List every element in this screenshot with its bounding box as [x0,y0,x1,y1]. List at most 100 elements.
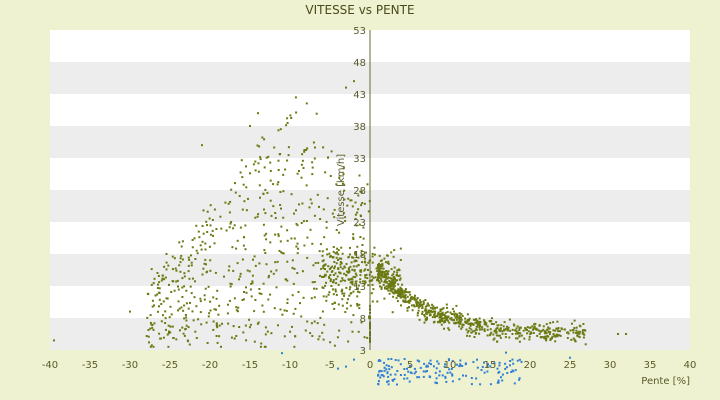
point-green [379,265,382,268]
point-blue [383,369,386,372]
point-green [322,276,325,278]
point-green [520,334,523,337]
point-blue [445,380,448,383]
point-green [456,313,459,316]
point-green [554,329,557,332]
point-green [416,312,419,314]
point-green [478,326,481,329]
point-green [552,333,555,335]
point-green [431,316,434,319]
point-blue [408,380,411,383]
point-green [486,325,489,328]
point-green [188,343,191,346]
point-green [339,266,342,269]
point-green [476,319,479,322]
point-green [263,208,265,211]
point-green [158,281,161,284]
point-green [160,279,163,282]
point-green [290,117,293,119]
point-green [177,285,179,288]
point-green [243,291,245,293]
point-green [387,283,390,286]
point-green [308,206,311,209]
point-green [377,271,380,274]
point-blue [516,359,519,362]
point-green [519,332,522,335]
point-green [359,278,362,281]
point-green [172,280,175,283]
point-green [399,286,402,289]
point-green [489,333,492,336]
point-green [548,333,551,336]
point-green [305,102,308,105]
point-green [357,330,360,333]
point-green [382,284,385,286]
point-blue [416,376,419,379]
point-green [516,325,519,328]
point-blue [520,360,523,363]
point-green [364,257,367,260]
point-green [338,231,341,234]
point-green [205,271,208,274]
point-green [379,271,382,274]
point-green [342,167,345,170]
point-green [425,311,428,314]
point-green [442,313,445,316]
point-green [470,328,473,331]
point-green [365,264,368,267]
point-green [387,262,390,265]
point-green [286,239,289,242]
point-green [380,280,383,283]
point-green [147,293,150,296]
point-green [336,275,339,278]
point-green [554,340,557,343]
point-green [305,184,308,187]
point-green [321,286,324,289]
point-green [254,264,257,267]
point-blue [396,370,399,372]
point-green [206,210,209,213]
point-green [334,290,337,293]
point-green [267,276,270,279]
point-green [551,337,553,340]
point-green [509,329,512,332]
y-tick-label: 38 [353,122,366,133]
point-green [495,331,498,334]
point-green [328,291,331,294]
point-green [337,249,340,252]
point-blue [345,365,347,368]
point-green [354,280,357,283]
point-green [390,251,393,254]
point-green [209,269,212,272]
point-green [415,300,418,303]
point-green [167,345,170,348]
point-green [284,278,287,281]
y-tick-label: 3 [360,346,366,357]
point-green [256,144,259,147]
point-green [303,150,306,153]
point-green [391,311,394,314]
point-green [234,191,237,194]
point-green [258,292,261,295]
point-green [221,322,223,325]
point-green [346,270,348,273]
point-green [441,308,444,311]
point-green [129,310,131,313]
point-green [266,191,269,194]
point-green [348,268,350,271]
point-green [325,295,328,298]
point-green [379,277,382,280]
point-green [400,288,403,290]
point-green [396,271,399,274]
point-green [229,222,232,225]
point-green [360,321,363,324]
point-green [205,263,207,266]
point-green [225,229,228,232]
point-green [164,322,167,324]
point-blue [394,373,397,376]
point-green [170,291,173,293]
point-green [270,270,273,273]
point-blue [422,370,425,373]
point-green [353,80,355,83]
point-green [286,229,289,232]
